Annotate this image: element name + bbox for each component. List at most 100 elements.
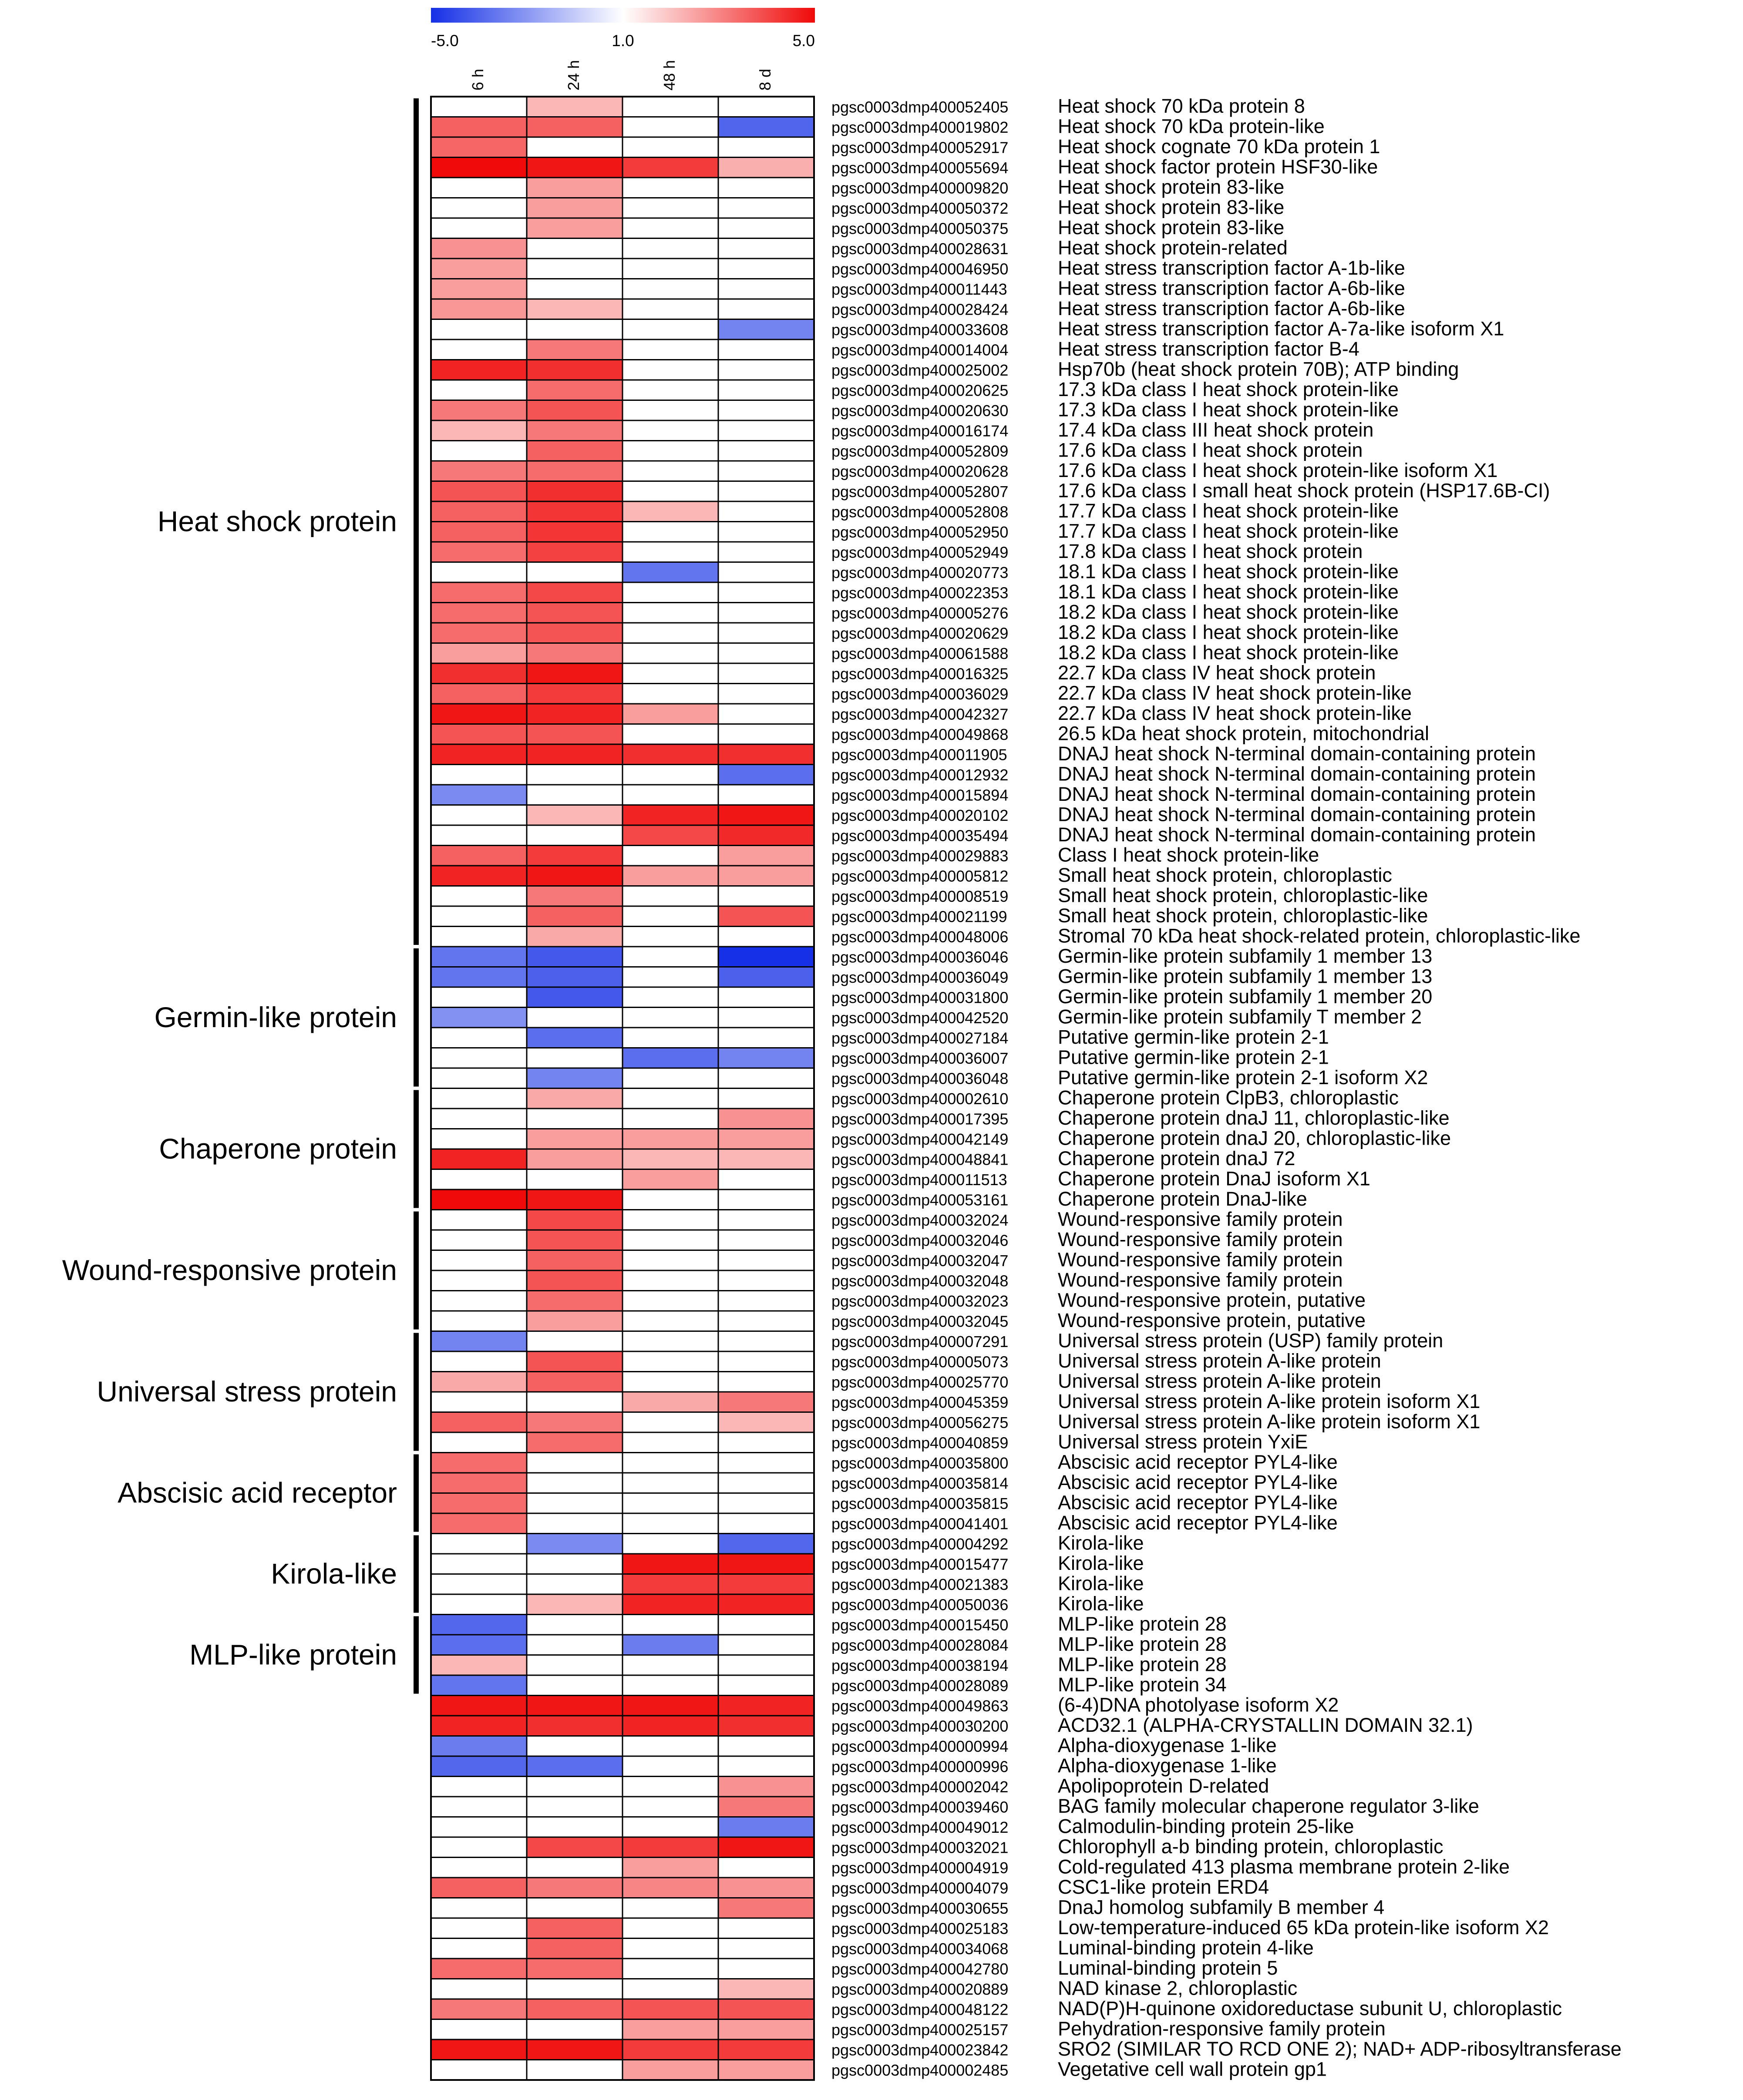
heatmap-cell (430, 1755, 528, 1777)
row-gene-name: ACD32.1 (ALPHA-CRYSTALLIN DOMAIN 32.1) (1058, 1714, 1473, 1736)
row-gene-id: pgsc0003dmp400032024 (831, 1211, 1008, 1229)
color-scale-max-label: 5.0 (793, 32, 815, 50)
row-gene-name: Wound-responsive protein, putative (1058, 1309, 1366, 1331)
row-gene-id: pgsc0003dmp400052405 (831, 98, 1008, 116)
heatmap-cell (430, 1533, 528, 1555)
heatmap-cell (430, 1877, 528, 1898)
heatmap-cell (717, 1553, 815, 1575)
group-bracket (414, 98, 419, 945)
heatmap-cell (717, 683, 815, 705)
heatmap-cell (526, 986, 623, 1008)
row-gene-name: 18.1 kDa class I heat shock protein-like (1058, 561, 1399, 583)
row-gene-name: Alpha-dioxygenase 1-like (1058, 1734, 1277, 1757)
row-gene-name: Abscisic acid receptor PYL4-like (1058, 1451, 1338, 1473)
row-gene-id: pgsc0003dmp400052950 (831, 523, 1008, 541)
row-gene-name: Luminal-binding protein 5 (1058, 1957, 1278, 1979)
heatmap-cell (430, 1027, 528, 1048)
heatmap-cell (430, 1857, 528, 1878)
heatmap-cell (526, 1978, 623, 2000)
row-gene-name: Germin-like protein subfamily 1 member 2… (1058, 985, 1432, 1008)
row-gene-name: Abscisic acid receptor PYL4-like (1058, 1471, 1338, 1493)
heatmap-cell (430, 905, 528, 927)
row-gene-id: pgsc0003dmp400055694 (831, 159, 1008, 177)
heatmap-cell (622, 1695, 719, 1717)
row-gene-name: Wound-responsive protein, putative (1058, 1289, 1366, 1311)
heatmap-cell (430, 1411, 528, 1433)
heatmap-cell (430, 804, 528, 826)
row-gene-id: pgsc0003dmp400029883 (831, 847, 1008, 865)
heatmap-cell (622, 1674, 719, 1696)
row-gene-id: pgsc0003dmp400000994 (831, 1737, 1008, 1755)
row-gene-id: pgsc0003dmp400028631 (831, 240, 1008, 258)
heatmap-cell (717, 1573, 815, 1595)
color-scale-mid-label: 1.0 (612, 32, 634, 50)
heatmap-cell (622, 743, 719, 765)
row-gene-id: pgsc0003dmp400052809 (831, 442, 1008, 460)
row-gene-name: Chaperone protein ClpB3, chloroplastic (1058, 1087, 1399, 1109)
heatmap-cell (622, 157, 719, 178)
heatmap-cell (622, 764, 719, 786)
heatmap-cell (526, 116, 623, 138)
heatmap-cell (526, 501, 623, 522)
heatmap-cell (430, 824, 528, 846)
row-gene-name: 22.7 kDa class IV heat shock protein-lik… (1058, 682, 1412, 704)
heatmap-cell (430, 400, 528, 421)
heatmap-cell (622, 480, 719, 502)
heatmap-cell (622, 642, 719, 664)
heatmap-cell (430, 2039, 528, 2060)
heatmap-cell (526, 319, 623, 340)
heatmap-cell (526, 683, 623, 705)
heatmap-cell (430, 1715, 528, 1737)
row-gene-id: pgsc0003dmp400049012 (831, 1818, 1008, 1836)
group-label: Germin-like protein (154, 1001, 397, 1033)
row-gene-id: pgsc0003dmp400061588 (831, 645, 1008, 662)
row-gene-name: Heat shock 70 kDa protein 8 (1058, 95, 1305, 117)
heatmap-cell (717, 865, 815, 887)
heatmap-cell (526, 1998, 623, 2020)
row-gene-id: pgsc0003dmp400017395 (831, 1110, 1008, 1128)
row-gene-name: Pehydration-responsive family protein (1058, 2018, 1386, 2040)
row-gene-id: pgsc0003dmp400025183 (831, 1919, 1008, 1937)
row-gene-name: Universal stress protein A-like protein (1058, 1370, 1381, 1392)
heatmap-cell (430, 197, 528, 219)
group-label: Universal stress protein (97, 1375, 397, 1408)
heatmap-cell (430, 1897, 528, 1919)
heatmap-cell (717, 1047, 815, 1069)
row-gene-id: pgsc0003dmp400004919 (831, 1859, 1008, 1877)
heatmap-cell (526, 1533, 623, 1555)
row-gene-id: pgsc0003dmp400020889 (831, 1980, 1008, 1998)
heatmap-cell (622, 1047, 719, 1069)
row-gene-id: pgsc0003dmp400014004 (831, 341, 1008, 359)
heatmap-cell (622, 1573, 719, 1595)
heatmap-cell (430, 116, 528, 138)
heatmap-cell (430, 258, 528, 279)
heatmap-cell (622, 1593, 719, 1615)
heatmap-cell (622, 926, 719, 948)
heatmap-cell (430, 1796, 528, 1818)
group-bracket (414, 1090, 419, 1208)
row-gene-name: Abscisic acid receptor PYL4-like (1058, 1512, 1338, 1534)
heatmap-cell (430, 662, 528, 684)
heatmap-cell (430, 1088, 528, 1109)
heatmap-cell (622, 622, 719, 644)
heatmap-cell (717, 1998, 815, 2020)
heatmap-cell (622, 238, 719, 259)
row-gene-id: pgsc0003dmp400020629 (831, 624, 1008, 642)
heatmap-cell (622, 1654, 719, 1676)
heatmap-cell (526, 1816, 623, 1838)
heatmap-cell (622, 1958, 719, 1979)
row-gene-name: Heat stress transcription factor A-7a-li… (1058, 318, 1504, 340)
heatmap-cell (430, 1431, 528, 1453)
row-gene-name: Heat shock protein 83-like (1058, 196, 1284, 218)
row-gene-id: pgsc0003dmp400015450 (831, 1616, 1008, 1634)
row-gene-id: pgsc0003dmp400016325 (831, 665, 1008, 682)
row-gene-name: 26.5 kDa heat shock protein, mitochondri… (1058, 722, 1429, 745)
heatmap-cell (717, 1209, 815, 1231)
row-gene-id: pgsc0003dmp400021383 (831, 1576, 1008, 1593)
row-gene-name: MLP-like protein 28 (1058, 1653, 1227, 1676)
row-gene-id: pgsc0003dmp400036029 (831, 685, 1008, 703)
heatmap-cell (526, 440, 623, 462)
heatmap-cell (622, 1391, 719, 1413)
row-gene-id: pgsc0003dmp400035814 (831, 1474, 1008, 1492)
heatmap-cell (622, 96, 719, 118)
